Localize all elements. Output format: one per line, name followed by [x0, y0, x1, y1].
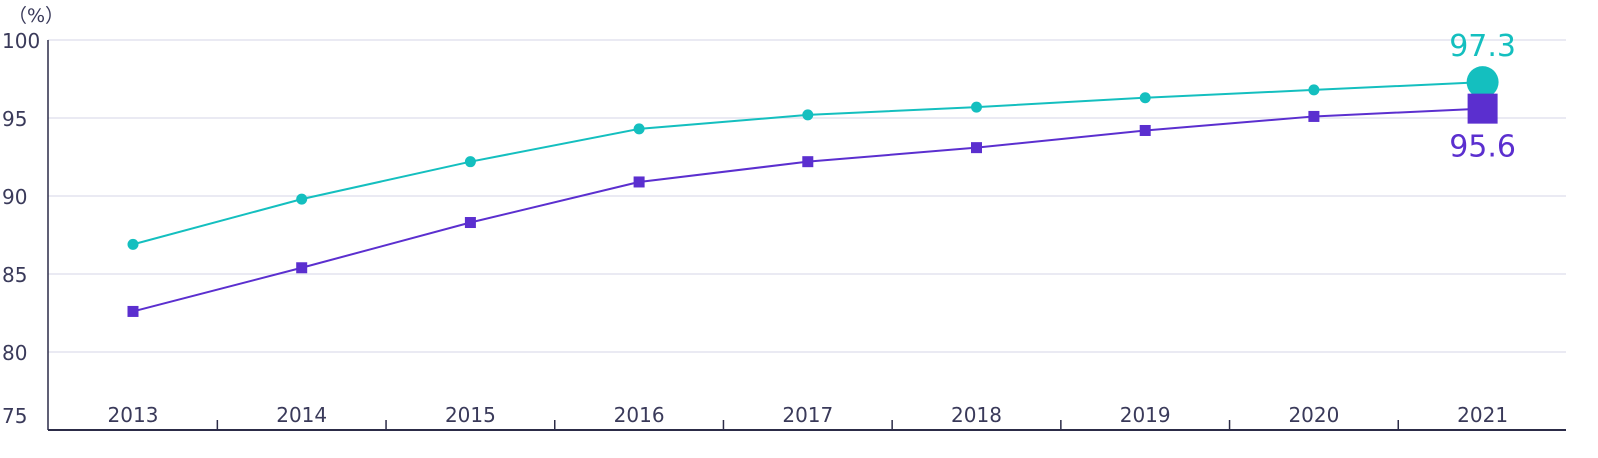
point-teal-2017	[802, 109, 814, 121]
point-purple-2019	[1139, 124, 1151, 136]
point-teal-2013	[127, 238, 139, 250]
x-tick-label-2019: 2019	[1120, 403, 1171, 427]
point-teal-2016	[633, 123, 645, 135]
data-label-purple-2021: 95.6	[1449, 130, 1516, 165]
point-purple-2017	[802, 156, 814, 168]
y-tick-label-95: 95	[2, 107, 27, 131]
x-tick-label-2014: 2014	[276, 403, 327, 427]
x-tick-label-2015: 2015	[445, 403, 496, 427]
point-purple-2015	[464, 217, 476, 229]
x-tick-labels: 2013 2014 2015 2016 2017 2018 2019 2020 2021	[108, 403, 1508, 430]
point-purple-2021	[1467, 93, 1498, 124]
point-teal-2020	[1308, 84, 1320, 96]
point-purple-2013	[127, 305, 139, 317]
y-unit-label: （%）	[8, 5, 64, 27]
y-tick-label-100: 100	[2, 29, 40, 53]
series-group	[127, 66, 1499, 317]
y-tick-label-85: 85	[2, 263, 27, 287]
y-tick-labels: 75 80 85 90 95 100	[2, 29, 40, 428]
x-tick-label-2013: 2013	[108, 403, 159, 427]
x-tick-label-2020: 2020	[1288, 403, 1339, 427]
point-purple-2014	[296, 262, 308, 274]
point-teal-2019	[1139, 92, 1151, 104]
data-labels: 97.3 95.6	[1449, 29, 1516, 165]
data-label-teal-2021: 97.3	[1449, 29, 1516, 64]
y-tick-label-80: 80	[2, 341, 27, 365]
point-teal-2015	[464, 156, 476, 168]
point-teal-2021	[1466, 66, 1499, 99]
grid-lines	[48, 39, 1566, 353]
x-tick-label-2021: 2021	[1457, 403, 1508, 427]
y-tick-label-90: 90	[2, 185, 27, 209]
point-purple-2020	[1308, 110, 1320, 122]
x-tick-label-2016: 2016	[614, 403, 665, 427]
axes	[47, 40, 1566, 431]
series-line-purple	[132, 107, 1483, 313]
point-purple-2016	[633, 176, 645, 188]
point-purple-2018	[971, 142, 982, 154]
x-tick-label-2018: 2018	[951, 403, 1002, 427]
point-teal-2018	[971, 101, 982, 113]
x-tick-label-2017: 2017	[782, 403, 833, 427]
point-teal-2014	[296, 193, 308, 205]
y-tick-label-75: 75	[2, 404, 27, 428]
